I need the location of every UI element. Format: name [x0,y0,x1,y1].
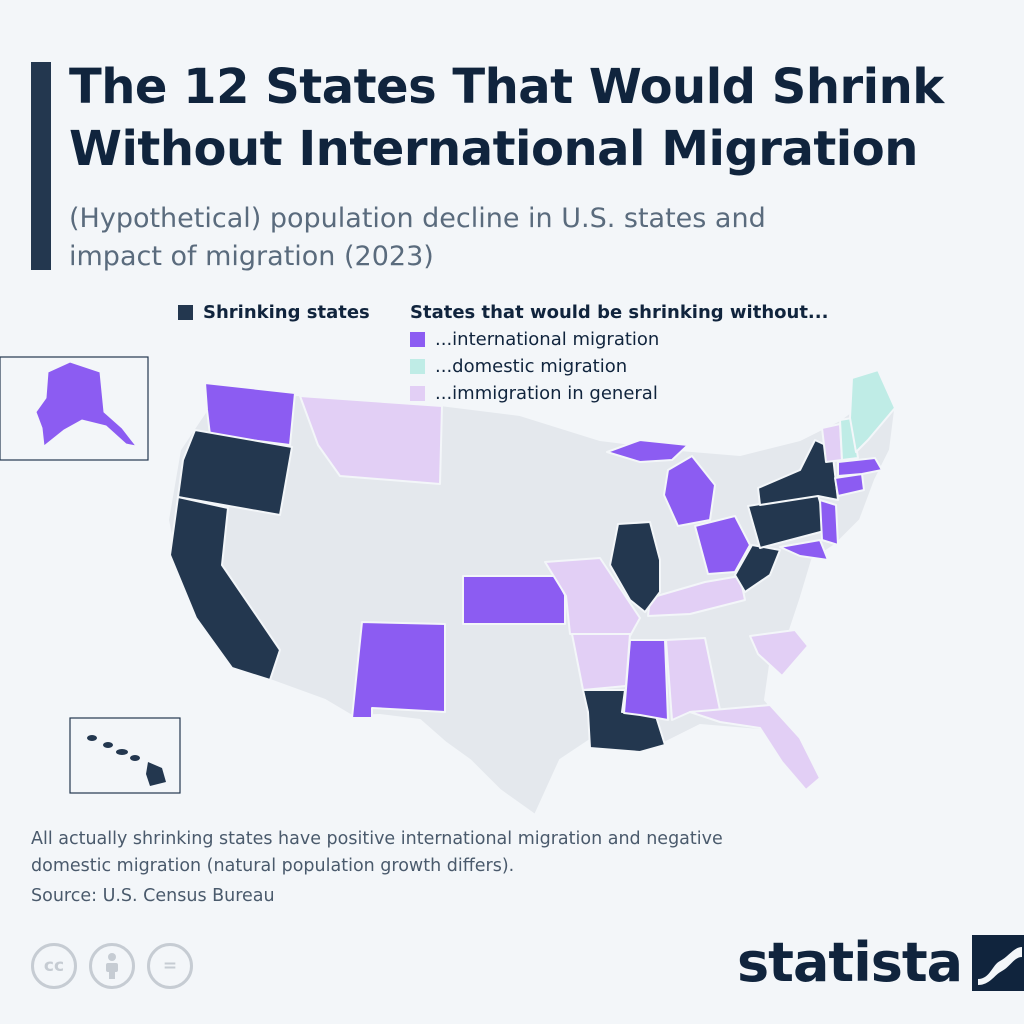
state-new-mexico [351,621,446,719]
legend-swatch-international [410,332,425,347]
state-missouri [544,557,641,637]
alaska-inset-frame [0,356,149,461]
no-derivatives-icon[interactable]: = [147,943,193,989]
chart-subtitle: (Hypothetical) population decline in U.S… [69,203,766,272]
legend-item-label: ...international migration [435,329,660,350]
state-hawaii [87,735,166,786]
state-maine [849,369,896,453]
state-vermont [821,423,843,463]
state-louisiana [582,689,666,753]
person-icon [106,953,118,979]
state-florida [689,704,821,791]
attribution-icon[interactable] [89,943,135,989]
legend-item-international: ...international migration [410,329,828,350]
legend-shrinking: Shrinking states [178,302,370,323]
chart-title: The 12 States That Would Shrink Without … [69,59,944,177]
state-kentucky [647,575,746,617]
statista-logo[interactable]: statista [737,933,1024,993]
state-oregon [177,429,293,516]
legend-migration: States that would be shrinking without..… [410,302,828,404]
state-arkansas [571,633,631,691]
legend-item-immigration: ...immigration in general [410,383,828,404]
hawaii-inset-frame [69,717,181,794]
brand-name: statista [737,931,963,994]
legend-item-label: ...immigration in general [435,383,658,404]
state-west-virginia [734,544,781,593]
legend-item-domestic: ...domestic migration [410,356,828,377]
cc-icon[interactable]: cc [31,943,77,989]
title-accent-bar [31,62,51,270]
state-maryland [779,539,829,561]
legend-swatch-domestic [410,359,425,374]
statista-mark-icon [972,935,1024,991]
license-icons: cc = [31,943,193,989]
state-massachusetts [837,457,883,477]
legend-item-label: ...domestic migration [435,356,628,377]
legend-group-title: States that would be shrinking without..… [410,302,829,323]
state-new-york [757,439,839,506]
legend-swatch-immigration [410,386,425,401]
state-mississippi [623,639,669,721]
state-south-carolina [749,629,809,677]
state-new-jersey [819,499,839,546]
us-map [0,356,896,816]
state-michigan-upper [606,439,689,463]
state-montana [299,395,443,485]
state-michigan [663,455,716,527]
state-alaska [35,361,138,447]
source-text: Source: U.S. Census Bureau [31,886,275,906]
state-ohio [694,515,751,575]
legend-shrinking-label: Shrinking states [203,302,370,323]
state-illinois [609,521,661,613]
state-california [169,496,281,681]
state-kansas [462,575,566,625]
legend-swatch-shrinking [178,305,193,320]
footnote: All actually shrinking states have posit… [31,829,723,876]
